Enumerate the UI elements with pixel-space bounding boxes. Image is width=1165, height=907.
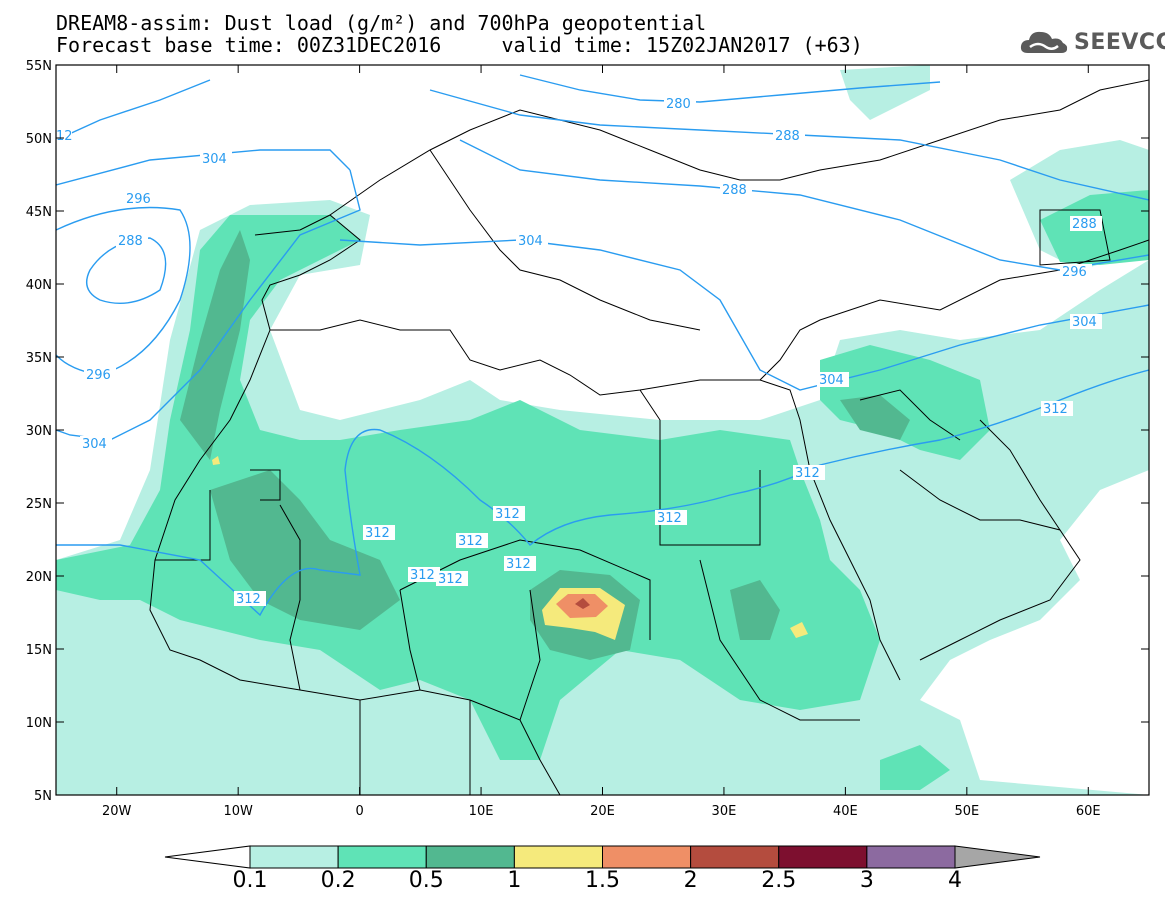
contour-label: 312 (458, 534, 483, 549)
colorbar-level-label: 0.2 (320, 868, 356, 893)
colorbar-level-label: 0.1 (232, 868, 268, 893)
dust-area-peak (575, 598, 590, 609)
colorbar (164, 845, 1041, 869)
colorbar-max-triangle (954, 845, 1041, 869)
contour-label: 296 (1062, 265, 1087, 280)
contour-label: 312 (795, 466, 820, 481)
colorbar-level-label: 0.5 (408, 868, 444, 893)
lat-tick-label: 5N (34, 789, 52, 804)
contour-label: 304 (202, 152, 227, 167)
lat-tick-label: 25N (26, 497, 52, 512)
forecast-time-line: Forecast base time: 00Z31DEC2016 valid t… (56, 33, 863, 57)
contour-label: 288 (775, 129, 800, 144)
colorbar-min-triangle (164, 845, 251, 869)
dust-area-dense (180, 230, 250, 460)
lon-tick-label: 0 (355, 804, 363, 819)
contour-label: 312 (365, 526, 390, 541)
colorbar-swatch (425, 845, 515, 869)
contour-label: 280 (666, 97, 691, 112)
colorbar-swatch (513, 845, 603, 869)
geopotential-contours (56, 74, 1149, 617)
lon-tick-label: 50E (954, 804, 979, 819)
colorbar-level-label: 2 (683, 868, 698, 893)
contour-label: 312 (495, 507, 520, 522)
contour-label: 304 (1072, 315, 1097, 330)
colorbar-level-label: 3 (859, 868, 874, 893)
lat-tick-label: 45N (26, 205, 52, 220)
seevccc-logo: SEEVCCC (1018, 24, 1165, 60)
lat-tick-label: 40N (26, 278, 52, 293)
dust-area-high-west (212, 456, 220, 465)
colorbar-swatch (778, 845, 868, 869)
contour-296-central (459, 139, 1149, 271)
contour-label: 296 (86, 368, 111, 383)
dust-area-medium-south (880, 745, 950, 790)
lon-tick-label: 60E (1076, 804, 1101, 819)
contour-label: 304 (82, 437, 107, 452)
dust-area-high-east (790, 622, 808, 638)
contour-288-north (56, 79, 211, 141)
contour-label: 312 (657, 511, 682, 526)
colorbar-swatch (866, 845, 956, 869)
colorbar-level-label: 1.5 (585, 868, 620, 893)
contour-label: 312 (506, 557, 531, 572)
latitude-axis: 55N 50N 45N 40N 35N 30N 25N 20N 15N 10N 5N (26, 59, 1149, 804)
contour-label: 12 (56, 129, 73, 144)
dust-load-shading (56, 65, 1149, 795)
longitude-axis: 20W 10W 0 10E 20E 30E 40E 50E 60E (102, 65, 1101, 819)
lat-tick-label: 10N (26, 716, 52, 731)
contour-label: 312 (410, 568, 435, 583)
contour-label: 312 (438, 572, 463, 587)
colorbar-swatch (602, 845, 692, 869)
country-borders (149, 79, 1149, 795)
lat-tick-label: 15N (26, 643, 52, 658)
colorbar-swatch (249, 845, 339, 869)
contour-label: 312 (1043, 402, 1068, 417)
contour-label: 304 (819, 373, 844, 388)
contour-304-central (339, 239, 1149, 391)
lon-tick-label: 20W (102, 804, 132, 819)
lat-tick-label: 50N (26, 132, 52, 147)
cloud-icon (1020, 31, 1068, 53)
map-title: DREAM8-assim: Dust load (g/m²) and 700hP… (56, 11, 707, 35)
lon-tick-label: 40E (833, 804, 858, 819)
contour-312 (56, 369, 1149, 617)
contour-labels: 12 280 288 304 296 288 296 304 304 288 2… (54, 96, 1102, 607)
colorbar-level-label: 2.5 (761, 868, 797, 893)
contour-label: 296 (126, 192, 151, 207)
lat-tick-label: 55N (26, 59, 52, 74)
colorbar-swatch (337, 845, 427, 869)
contour-280 (519, 74, 941, 103)
contour-label: 312 (236, 592, 261, 607)
contour-label: 288 (1072, 217, 1097, 232)
lon-tick-label: 30E (712, 804, 737, 819)
colorbar-swatch (690, 845, 780, 869)
contour-label: 304 (518, 234, 543, 249)
lon-tick-label: 10W (223, 804, 253, 819)
colorbar-level-label: 4 (948, 868, 962, 893)
dust-area-dense-sahara (210, 470, 400, 630)
dust-area-dense-sudan (730, 580, 780, 640)
lat-tick-label: 20N (26, 570, 52, 585)
lon-tick-label: 20E (590, 804, 615, 819)
dust-area-dense-iraq (840, 395, 910, 440)
contour-label: 288 (118, 234, 143, 249)
contour-304-west (56, 149, 351, 186)
colorbar-level-label: 1 (507, 868, 522, 893)
contour-label: 288 (722, 183, 747, 198)
lat-tick-label: 30N (26, 424, 52, 439)
logo-text: SEEVCCC (1074, 29, 1165, 55)
dust-area-light-nw (840, 65, 930, 120)
lat-tick-label: 35N (26, 351, 52, 366)
lon-tick-label: 10E (469, 804, 494, 819)
